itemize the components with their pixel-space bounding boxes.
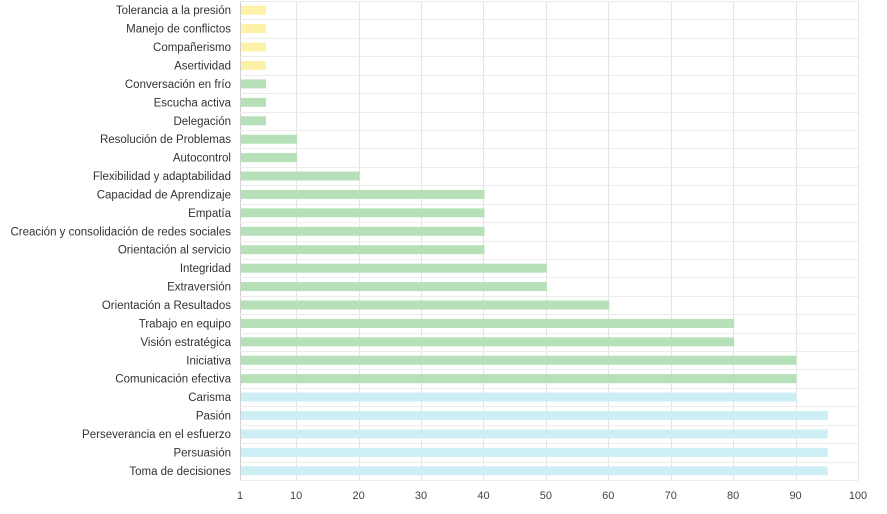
bar [241,208,485,218]
bar [241,171,360,181]
category-label: Iniciativa [186,355,231,367]
category-label: Orientación al servicio [118,245,231,257]
bar [241,79,266,89]
bar [241,392,797,402]
x-tick-label: 100 [849,490,867,502]
category-label: Capacidad de Aprendizaje [97,189,231,201]
category-label: Perseverancia en el esfuerzo [82,429,231,441]
category-label: Flexibilidad y adaptabilidad [93,171,231,183]
bar [241,374,797,384]
bar [241,60,266,70]
x-tick-label: 1 [237,490,243,502]
x-tick-label: 10 [290,490,302,502]
category-label: Trabajo en equipo [139,318,231,330]
category-label: Creación y consolidación de redes social… [10,226,231,238]
x-tick-label: 50 [540,490,552,502]
bar [241,466,828,476]
bar [241,447,828,457]
bar [241,282,547,292]
bar [241,42,266,52]
bar [241,226,485,236]
category-label: Escucha activa [154,97,232,109]
category-label: Tolerancia a la presión [116,5,231,17]
category-label: Autocontrol [173,153,231,165]
category-label: Comunicación efectiva [115,374,231,386]
x-tick-label: 20 [352,490,364,502]
category-label: Resolución de Problemas [100,134,231,146]
bar [241,24,266,34]
bar [241,97,266,107]
category-label: Conversación en frío [125,79,231,91]
bar [241,189,485,199]
bar [241,300,610,310]
category-label: Empatía [188,208,231,220]
x-tick-label: 30 [415,490,427,502]
bar [241,337,735,347]
category-label: Compañerismo [153,42,231,54]
category-labels: Tolerancia a la presión Manejo de conflic… [10,5,231,478]
bar [241,116,266,126]
category-label: Persuasión [173,447,231,459]
bar [241,134,298,144]
category-label: Toma de decisiones [129,466,231,478]
bar [241,153,298,163]
category-label: Asertividad [174,60,231,72]
bar [241,355,797,365]
bar [241,429,828,439]
bar [241,5,266,15]
bar [241,263,547,273]
x-tick-label: 80 [727,490,739,502]
category-label: Manejo de conflictos [126,24,231,36]
category-label: Integridad [180,263,231,275]
bar-series [241,5,828,476]
bar [241,318,735,328]
category-label: Pasión [196,411,231,423]
x-tick-label: 70 [665,490,677,502]
grid-lines [240,1,859,481]
bar [241,245,485,255]
bar [241,411,828,421]
x-axis-ticks: 1 10 20 30 40 50 60 70 80 90 100 [237,490,867,502]
category-label: Extraversión [167,282,231,294]
category-label: Orientación a Resultados [102,300,231,312]
category-label: Delegación [173,116,231,128]
x-tick-label: 60 [602,490,614,502]
x-tick-label: 90 [789,490,801,502]
x-tick-label: 40 [477,490,489,502]
category-label: Carisma [188,392,231,404]
category-label: Visión estratégica [140,337,231,349]
